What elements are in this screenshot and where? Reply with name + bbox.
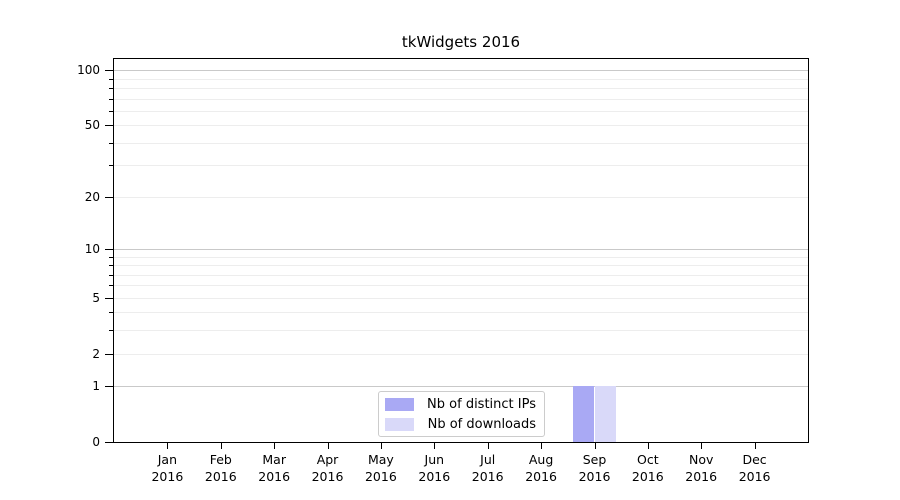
gridline-minor: [114, 285, 808, 287]
gridline-minor: [114, 353, 808, 355]
y-axis-minor-tick: [109, 87, 113, 89]
x-axis-tick-label: Apr 2016: [311, 452, 344, 484]
gridline-minor: [114, 142, 808, 144]
legend-swatch-downloads: [385, 417, 414, 431]
gridline-minor: [114, 110, 808, 112]
y-axis-minor-tick: [109, 98, 113, 100]
bar-distinct-ips: [572, 386, 595, 442]
plot-area: [113, 58, 809, 443]
y-axis-tick: [105, 386, 113, 388]
y-axis-tick: [105, 70, 113, 72]
y-axis-tick-label: 100: [77, 63, 100, 78]
x-axis-tick-label: May 2016: [364, 452, 397, 484]
gridline-major: [114, 386, 808, 388]
gridline-minor: [114, 330, 808, 332]
y-axis-minor-tick: [109, 330, 113, 332]
x-axis-tick: [594, 443, 596, 449]
x-axis-tick-label: Aug 2016: [525, 452, 557, 484]
y-axis-minor-tick: [109, 265, 113, 266]
x-axis-tick-label: Mar 2016: [258, 452, 291, 484]
gridline-minor: [114, 78, 808, 80]
y-axis-minor-tick: [109, 78, 113, 80]
x-axis-tick: [541, 443, 543, 449]
y-axis-minor-tick: [109, 297, 113, 299]
gridline-minor: [114, 87, 808, 89]
y-axis-minor-tick: [109, 256, 113, 258]
x-axis-tick: [167, 443, 169, 449]
x-axis-tick: [701, 443, 703, 449]
gridline-minor: [114, 165, 808, 167]
y-axis-tick-label: 50: [84, 118, 100, 133]
gridline-minor: [114, 125, 808, 127]
legend-label: Nb of downloads: [427, 416, 536, 432]
gridline-major: [114, 248, 808, 250]
legend-entry: Nb of downloads: [385, 416, 536, 432]
y-axis-tick: [105, 248, 113, 250]
bar-downloads: [594, 386, 617, 442]
chart-title: tkWidgets 2016: [401, 33, 521, 51]
y-axis-minor-tick: [109, 196, 113, 198]
y-axis-minor-tick: [109, 110, 113, 112]
y-axis-tick-label: 5: [92, 290, 100, 305]
x-axis-tick-label: Dec 2016: [738, 452, 771, 484]
x-axis-tick: [274, 443, 276, 449]
y-axis-minor-tick: [109, 274, 113, 276]
x-axis-tick-label: Nov 2016: [685, 452, 718, 484]
gridline-minor: [114, 98, 808, 100]
gridline-minor: [114, 312, 808, 314]
x-axis-tick-label: Feb 2016: [204, 452, 237, 484]
x-axis-tick-label: Jan 2016: [151, 452, 184, 484]
x-axis-tick: [434, 443, 436, 449]
gridline-minor: [114, 265, 808, 266]
x-axis-tick: [754, 443, 756, 449]
x-axis-tick: [327, 443, 329, 449]
x-axis-tick-label: Sep 2016: [578, 452, 611, 484]
y-axis-tick-label: 0: [92, 435, 100, 449]
x-axis-tick-label: Jul 2016: [471, 452, 504, 484]
y-axis-minor-tick: [109, 125, 113, 127]
y-axis-tick-label: 1: [92, 379, 100, 394]
y-axis-minor-tick: [109, 165, 113, 167]
gridline-minor: [114, 196, 808, 198]
x-axis-tick: [380, 443, 382, 449]
y-axis-tick-label: 20: [84, 189, 100, 204]
y-axis-tick-label: 10: [84, 241, 100, 256]
gridline-minor: [114, 274, 808, 276]
legend: Nb of distinct IPs Nb of downloads: [378, 391, 545, 437]
y-axis-minor-tick: [109, 353, 113, 355]
y-axis-minor-tick: [109, 285, 113, 287]
x-axis-tick: [647, 443, 649, 449]
legend-label: Nb of distinct IPs: [427, 396, 536, 412]
x-axis-tick-label: Jun 2016: [418, 452, 451, 484]
y-axis-minor-tick: [109, 142, 113, 144]
gridline-minor: [114, 297, 808, 299]
x-axis-tick: [487, 443, 489, 449]
y-axis-tick: [105, 442, 113, 443]
gridline-minor: [114, 256, 808, 258]
legend-swatch-distinct-ips: [385, 397, 414, 411]
y-axis-minor-tick: [109, 312, 113, 314]
x-axis-tick-label: Oct 2016: [631, 452, 664, 484]
gridline-major: [114, 70, 808, 72]
y-axis-tick-label: 2: [92, 346, 100, 361]
x-axis-tick: [220, 443, 222, 449]
legend-entry: Nb of distinct IPs: [385, 396, 536, 412]
